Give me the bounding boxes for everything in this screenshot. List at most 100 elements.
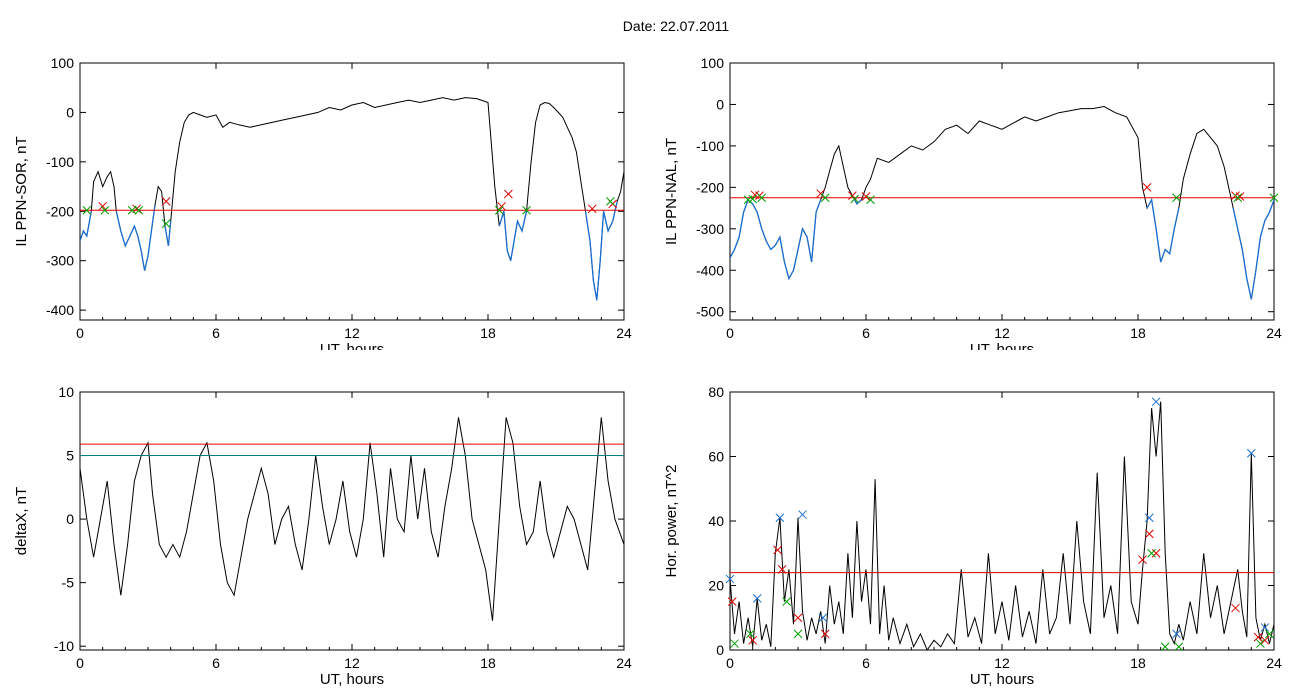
marker-x — [1260, 623, 1270, 632]
marker-x — [1142, 183, 1152, 192]
y-tick-label: -300 — [696, 221, 724, 237]
below-threshold-segment — [1146, 197, 1180, 263]
x-tick-label: 6 — [212, 655, 220, 671]
marker-stroke — [1233, 193, 1243, 203]
marker-stroke — [1231, 603, 1240, 613]
marker-x — [522, 205, 531, 215]
x-tick-label: 18 — [1130, 325, 1146, 341]
marker-x — [1144, 513, 1154, 523]
marker-x — [1253, 632, 1263, 642]
marker-stroke — [816, 189, 826, 198]
marker-stroke — [777, 565, 787, 574]
chart-panel-nal: 0 6 12 18 24 100 0 -100 -200 -300 -400 -500 UT, hour… — [663, 55, 1282, 350]
marker-stroke — [134, 205, 144, 215]
marker-stroke — [820, 193, 830, 203]
marker-stroke — [1142, 183, 1152, 192]
marker-stroke — [1151, 397, 1161, 407]
marker-x — [1231, 603, 1240, 613]
x-axis-label: UT, hours — [970, 341, 1034, 350]
chart-panel-hor-power: 0 6 12 18 24 80 60 40 20 0 UT, hours Hor. power, nT… — [663, 384, 1282, 688]
series-line — [80, 417, 624, 621]
y-tick-label: -200 — [696, 179, 724, 195]
series-line — [730, 401, 1274, 650]
marker-x — [793, 629, 803, 639]
marker-stroke — [757, 193, 767, 203]
y-axis-label: IL PPN-NAL, nT — [663, 138, 680, 245]
x-tick-label: 6 — [862, 325, 870, 341]
marker-stroke — [782, 597, 792, 606]
marker-stroke — [1260, 635, 1270, 645]
y-axis-label: Hor. power, nT^2 — [663, 465, 680, 578]
y-tick-label: 80 — [708, 384, 724, 400]
marker-x — [746, 629, 755, 639]
marker-x — [161, 219, 171, 228]
marker-stroke — [1138, 555, 1147, 565]
plot-area — [730, 105, 1274, 300]
x-axis-label: UT, hours — [320, 341, 384, 350]
marker-x — [1269, 193, 1279, 203]
marker-x — [866, 195, 875, 205]
x-tick-label: 18 — [1130, 655, 1146, 671]
marker-stroke — [793, 629, 803, 639]
plot-area — [80, 97, 624, 301]
x-tick-label: 6 — [212, 325, 220, 341]
marker-x — [100, 205, 110, 215]
marker-x — [798, 510, 807, 519]
marker-stroke — [1151, 548, 1161, 558]
y-tick-label: 10 — [58, 384, 74, 400]
marker-x — [1151, 548, 1161, 558]
marker-x — [161, 197, 171, 206]
marker-stroke — [1235, 192, 1245, 201]
marker-x — [773, 545, 782, 555]
marker-stroke — [818, 613, 828, 623]
plot-frame — [729, 62, 1275, 321]
marker-x — [782, 597, 792, 606]
x-tick-label: 24 — [616, 325, 632, 341]
marker-stroke — [1147, 548, 1156, 558]
marker-stroke — [1256, 639, 1265, 648]
marker-x — [820, 629, 830, 639]
marker-x — [497, 201, 506, 211]
marker-stroke — [161, 197, 171, 206]
x-tick-label: 0 — [726, 655, 734, 671]
marker-x — [752, 594, 762, 603]
marker-stroke — [587, 204, 597, 214]
marker-x — [504, 189, 513, 199]
y-tick-label: -100 — [696, 138, 724, 154]
x-tick-label: 18 — [480, 655, 496, 671]
series-line — [730, 105, 1274, 300]
marker-x — [748, 194, 758, 204]
page-title: Date: 22.07.2011 — [622, 18, 730, 34]
below-threshold-segment — [1232, 199, 1274, 300]
marker-stroke — [793, 613, 803, 623]
marker-stroke — [98, 201, 108, 211]
y-tick-label: 0 — [716, 96, 724, 112]
y-axis-label: deltaX, nT — [13, 487, 30, 555]
marker-x — [494, 205, 504, 215]
marker-stroke — [820, 629, 830, 639]
marker-stroke — [1172, 193, 1181, 203]
below-threshold-segment — [584, 201, 618, 301]
plot-area — [80, 417, 624, 621]
marker-stroke — [746, 629, 755, 639]
below-threshold-segment — [730, 198, 822, 281]
marker-stroke — [1174, 642, 1184, 652]
marker-stroke — [752, 594, 762, 603]
marker-x — [82, 205, 92, 215]
marker-x — [134, 205, 144, 215]
marker-x — [127, 205, 137, 215]
marker-stroke — [725, 574, 735, 584]
marker-x — [587, 204, 597, 214]
x-tick-label: 6 — [862, 655, 870, 671]
below-threshold-segment — [164, 221, 172, 247]
x-tick-label: 12 — [344, 325, 360, 341]
plot-frame — [79, 391, 625, 651]
marker-stroke — [1172, 629, 1181, 639]
y-tick-label: -400 — [696, 262, 724, 278]
marker-x — [1235, 192, 1245, 201]
x-tick-label: 0 — [76, 655, 84, 671]
marker-stroke — [161, 219, 171, 228]
marker-x — [1172, 629, 1181, 639]
below-threshold-segment — [498, 211, 528, 261]
y-tick-label: 0 — [66, 511, 74, 527]
